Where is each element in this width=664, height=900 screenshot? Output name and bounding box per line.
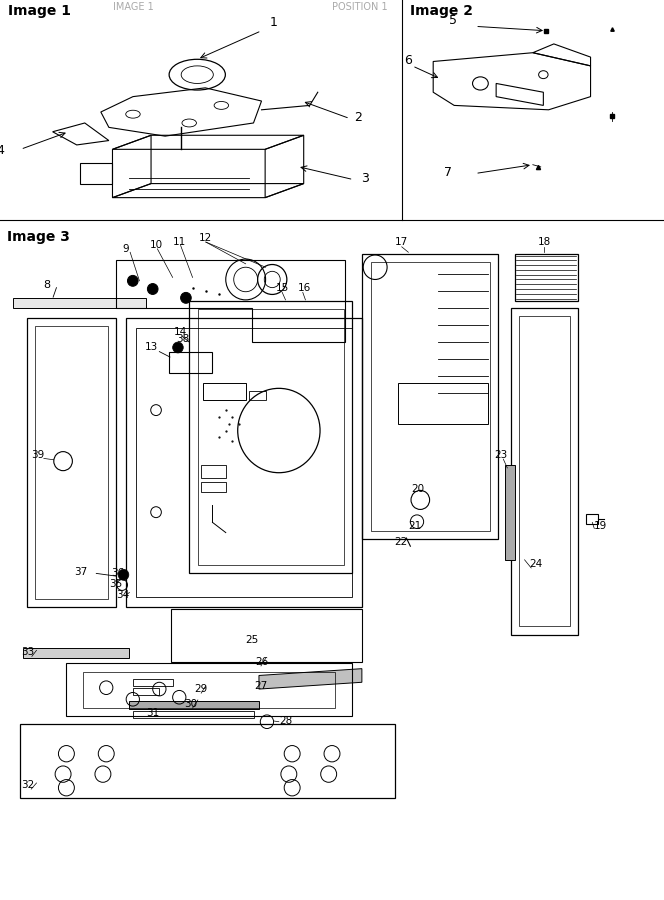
Text: 29: 29 — [195, 684, 208, 694]
Text: 38: 38 — [176, 334, 189, 344]
Text: 16: 16 — [297, 283, 311, 293]
Text: 33: 33 — [21, 647, 35, 657]
Text: 32: 32 — [21, 779, 35, 789]
Text: 5: 5 — [449, 14, 457, 27]
Text: 4: 4 — [0, 144, 4, 157]
Text: 30: 30 — [185, 699, 198, 709]
Polygon shape — [129, 701, 259, 709]
Text: 17: 17 — [395, 238, 408, 248]
Text: 23: 23 — [495, 450, 508, 460]
Text: Image 1: Image 1 — [8, 4, 71, 18]
Text: 14: 14 — [174, 328, 187, 338]
Text: IMAGE 1: IMAGE 1 — [113, 2, 153, 12]
Text: Image 2: Image 2 — [410, 4, 473, 18]
Text: 22: 22 — [394, 536, 408, 547]
Text: 10: 10 — [149, 240, 163, 250]
Text: 19: 19 — [594, 521, 608, 531]
Text: 25: 25 — [246, 634, 259, 644]
Text: 7: 7 — [444, 166, 452, 179]
Text: 34: 34 — [116, 590, 129, 600]
Circle shape — [173, 342, 183, 353]
Text: 24: 24 — [529, 559, 542, 569]
Circle shape — [181, 292, 191, 303]
Text: 37: 37 — [74, 567, 88, 577]
Text: 28: 28 — [279, 716, 292, 726]
Text: 3: 3 — [361, 172, 369, 184]
Text: 35: 35 — [110, 579, 123, 589]
Circle shape — [127, 275, 138, 286]
Polygon shape — [23, 648, 129, 659]
Text: 39: 39 — [31, 450, 44, 460]
Text: 13: 13 — [145, 342, 158, 352]
Text: 8: 8 — [43, 280, 50, 290]
Text: 27: 27 — [254, 681, 268, 691]
Text: Image 3: Image 3 — [7, 230, 70, 244]
Text: 11: 11 — [173, 237, 186, 247]
Circle shape — [118, 570, 129, 580]
Text: 1: 1 — [270, 16, 278, 30]
Text: 36: 36 — [112, 568, 125, 578]
Text: 2: 2 — [354, 111, 362, 124]
Text: 18: 18 — [538, 238, 551, 248]
Circle shape — [147, 284, 158, 294]
Text: 26: 26 — [255, 657, 268, 667]
Polygon shape — [259, 669, 362, 689]
Text: 12: 12 — [199, 233, 212, 243]
Text: 21: 21 — [408, 520, 422, 530]
Text: 31: 31 — [146, 708, 159, 718]
Polygon shape — [505, 464, 515, 560]
Text: 15: 15 — [276, 283, 289, 293]
Text: POSITION 1: POSITION 1 — [332, 2, 388, 12]
Text: 6: 6 — [404, 54, 412, 67]
Polygon shape — [13, 298, 146, 308]
Text: 20: 20 — [412, 484, 425, 494]
Text: 9: 9 — [123, 244, 129, 255]
